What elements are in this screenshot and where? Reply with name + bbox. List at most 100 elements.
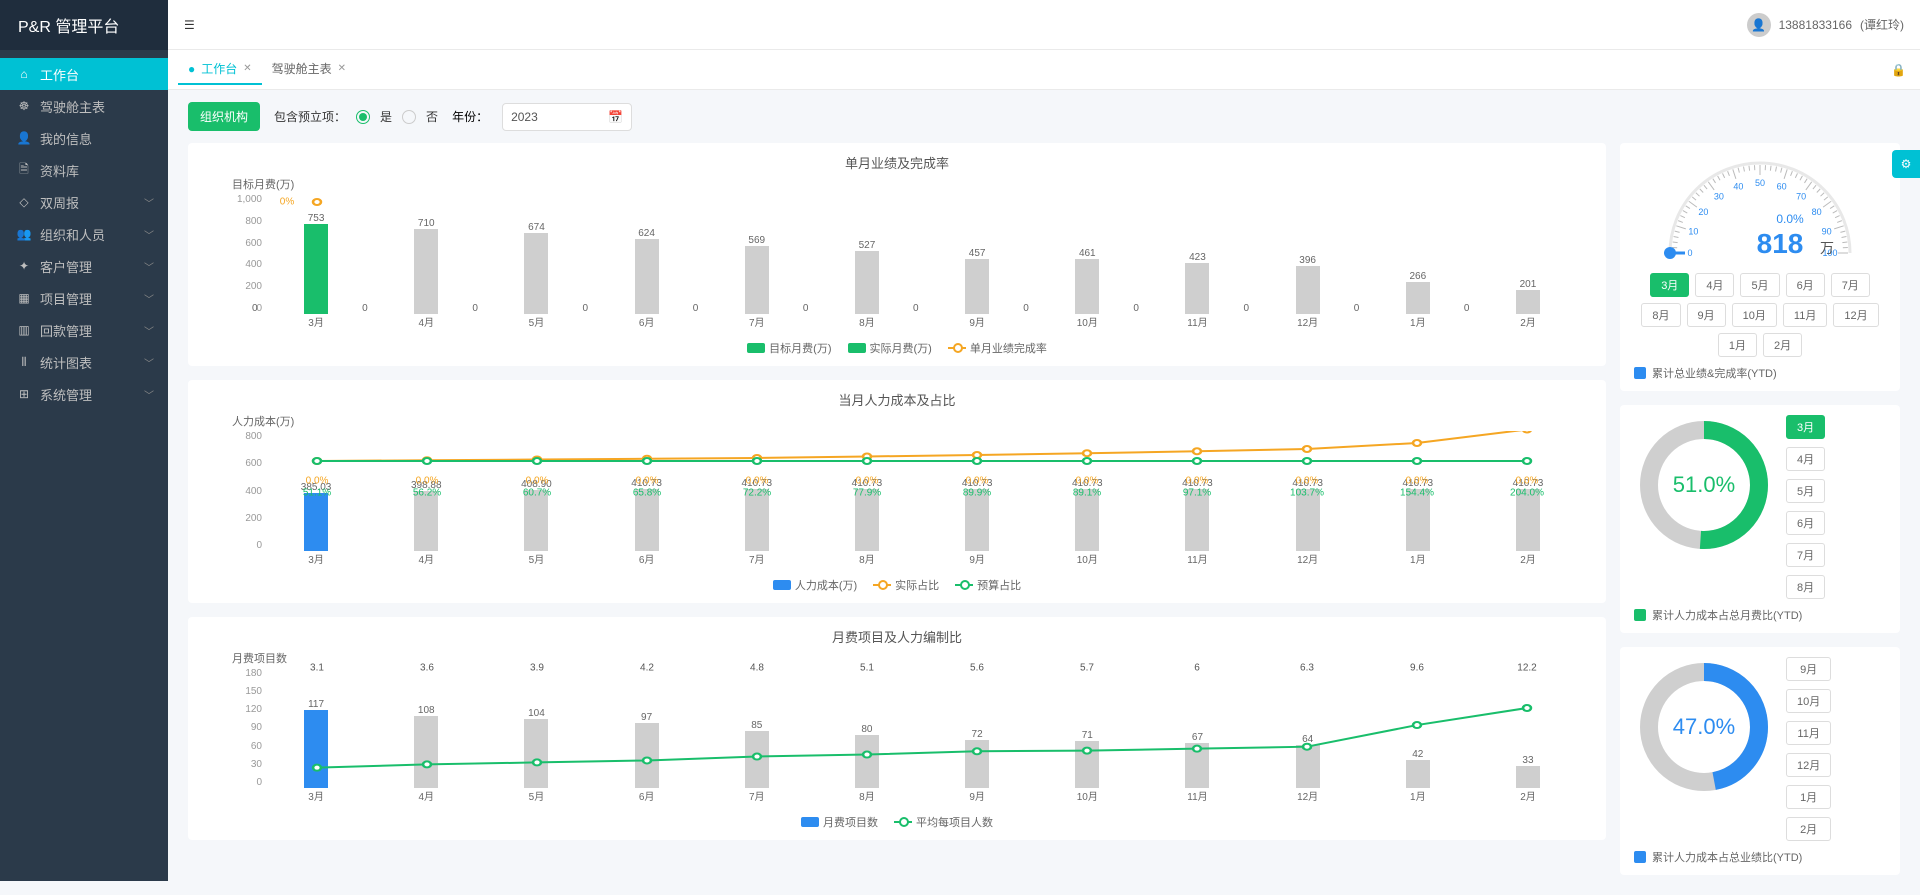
org-button[interactable]: 组织机构	[188, 102, 260, 131]
close-icon[interactable]: ✕	[338, 63, 346, 74]
month-btn[interactable]: 9月	[1786, 657, 1831, 681]
y-axis: 8006004002000	[232, 431, 262, 551]
svg-text:90: 90	[1822, 226, 1832, 236]
sidebar-item-7[interactable]: ▦项目管理﹀	[0, 282, 168, 314]
month-btn[interactable]: 10月	[1786, 689, 1831, 713]
bar[interactable]: 457	[965, 259, 989, 314]
month-btn[interactable]: 2月	[1763, 333, 1802, 357]
radio-no[interactable]	[402, 110, 416, 124]
bar[interactable]: 624	[635, 239, 659, 314]
month-btn[interactable]: 11月	[1786, 721, 1831, 745]
radio-yes[interactable]	[356, 110, 370, 124]
bar[interactable]: 410.73	[1075, 489, 1099, 551]
bar[interactable]: 64	[1296, 745, 1320, 788]
bar[interactable]: 410.73	[745, 489, 769, 551]
sidebar-item-2[interactable]: 👤我的信息	[0, 122, 168, 154]
bar[interactable]: 85	[745, 731, 769, 788]
month-btn[interactable]: 3月	[1786, 415, 1825, 439]
menu-icon: ⌂	[14, 67, 34, 81]
year-label: 年份：	[452, 108, 488, 125]
bar[interactable]: 266	[1406, 282, 1430, 314]
bar[interactable]: 201	[1516, 290, 1540, 314]
bar[interactable]: 33	[1516, 766, 1540, 788]
month-btn[interactable]: 1月	[1786, 785, 1831, 809]
sidebar-item-3[interactable]: 🗎资料库	[0, 154, 168, 186]
month-btn[interactable]: 7月	[1831, 273, 1870, 297]
sidebar-item-1[interactable]: ☸驾驶舱主表	[0, 90, 168, 122]
chart-title: 月费项目及人力编制比	[202, 627, 1592, 646]
bar[interactable]: 385.03	[304, 493, 328, 551]
hamburger-icon[interactable]: ☰	[184, 18, 195, 32]
chevron-down-icon: ﹀	[144, 355, 154, 370]
tab-1[interactable]: 驾驶舱主表✕	[262, 55, 356, 85]
sidebar-item-4[interactable]: ◇双周报﹀	[0, 186, 168, 218]
svg-text:50: 50	[1755, 178, 1765, 188]
bar[interactable]: 423	[1185, 263, 1209, 314]
bar[interactable]: 410.73	[1185, 489, 1209, 551]
month-btn[interactable]: 4月	[1695, 273, 1734, 297]
month-btn[interactable]: 10月	[1732, 303, 1777, 327]
bar[interactable]: 710	[414, 229, 438, 314]
month-btn[interactable]: 12月	[1833, 303, 1878, 327]
month-btn[interactable]: 3月	[1650, 273, 1689, 297]
lock-icon[interactable]: 🔒	[1891, 63, 1906, 77]
month-btn[interactable]: 1月	[1718, 333, 1757, 357]
bar[interactable]: 527	[855, 251, 879, 314]
donut: 47.0%	[1634, 657, 1774, 797]
bar[interactable]: 410.73	[1406, 489, 1430, 551]
month-btn[interactable]: 2月	[1786, 817, 1831, 841]
bar-group: 71 10月	[1033, 668, 1141, 788]
sidebar-item-10[interactable]: ⊞系统管理﹀	[0, 378, 168, 410]
menu-icon: 🗎	[14, 160, 34, 181]
close-icon[interactable]: ✕	[243, 63, 251, 74]
chevron-down-icon: ﹀	[144, 291, 154, 306]
month-btn[interactable]: 8月	[1786, 575, 1825, 599]
bar[interactable]: 42	[1406, 760, 1430, 788]
tab-0[interactable]: ●工作台✕	[178, 55, 262, 85]
svg-text:0: 0	[1687, 248, 1692, 258]
bar[interactable]: 410.73	[965, 489, 989, 551]
month-btn[interactable]: 5月	[1786, 479, 1825, 503]
sidebar-item-6[interactable]: ✦客户管理﹀	[0, 250, 168, 282]
month-btn[interactable]: 6月	[1786, 273, 1825, 297]
legend: 月费项目数平均每项目人数	[202, 814, 1592, 830]
settings-icon[interactable]: ⚙	[1892, 150, 1920, 178]
bar[interactable]: 97	[635, 723, 659, 788]
sidebar-item-5[interactable]: 👥组织和人员﹀	[0, 218, 168, 250]
month-btn[interactable]: 6月	[1786, 511, 1825, 535]
month-btn[interactable]: 7月	[1786, 543, 1825, 567]
month-btn[interactable]: 12月	[1786, 753, 1831, 777]
chevron-down-icon: ﹀	[144, 195, 154, 210]
bar[interactable]: 753	[304, 224, 328, 314]
bar[interactable]: 398.88	[414, 491, 438, 551]
sidebar-item-0[interactable]: ⌂工作台	[0, 58, 168, 90]
bar-group: 461 010月	[1033, 194, 1141, 314]
sidebar-item-8[interactable]: ▥回款管理﹀	[0, 314, 168, 346]
bar[interactable]: 67	[1185, 743, 1209, 788]
bar[interactable]: 80	[855, 735, 879, 788]
month-btn[interactable]: 9月	[1687, 303, 1726, 327]
bar[interactable]: 117	[304, 710, 328, 788]
bar[interactable]: 410.73	[635, 489, 659, 551]
user-name: (谭红玲)	[1860, 16, 1904, 33]
bar[interactable]: 72	[965, 740, 989, 788]
month-btn[interactable]: 11月	[1783, 303, 1827, 327]
calendar-icon: 📅	[608, 110, 623, 124]
bar[interactable]: 569	[745, 246, 769, 314]
bar[interactable]: 108	[414, 716, 438, 788]
bar[interactable]: 410.73	[1296, 489, 1320, 551]
bar[interactable]: 408.90	[524, 490, 548, 551]
month-btn[interactable]: 5月	[1740, 273, 1779, 297]
year-input[interactable]: 2023 📅	[502, 103, 632, 131]
month-btn[interactable]: 4月	[1786, 447, 1825, 471]
month-btn[interactable]: 8月	[1641, 303, 1680, 327]
bar[interactable]: 461	[1075, 259, 1099, 314]
bar[interactable]: 410.73	[855, 489, 879, 551]
bar[interactable]: 674	[524, 233, 548, 314]
bar[interactable]: 396	[1296, 266, 1320, 314]
bar[interactable]: 71	[1075, 741, 1099, 788]
bar[interactable]: 410.73	[1516, 489, 1540, 551]
bar[interactable]: 104	[524, 719, 548, 788]
sidebar-item-9[interactable]: ⫴统计图表﹀	[0, 346, 168, 378]
user-avatar-icon[interactable]: 👤	[1747, 13, 1771, 37]
